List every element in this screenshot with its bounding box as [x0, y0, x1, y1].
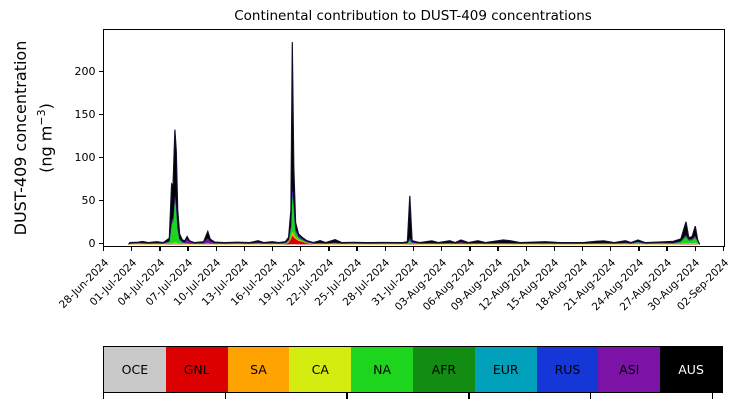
area-AFR [128, 189, 700, 245]
area-AUS [128, 42, 700, 245]
y-tick-label: 150 [74, 107, 96, 121]
x-tick-mark [271, 246, 274, 251]
x-tick-mark [131, 246, 133, 251]
x-tick-mark [638, 246, 640, 251]
chart-title: Continental contribution to DUST-409 con… [234, 8, 592, 24]
legend-axis-tick [711, 393, 714, 399]
legend-item-asi: ASI [598, 347, 661, 392]
x-tick-mark [553, 246, 556, 251]
legend-axis-tick [468, 393, 470, 399]
legend-axis-tick [346, 393, 348, 399]
total-line [128, 42, 701, 245]
x-tick-mark [525, 246, 527, 251]
y-tick-label: 200 [74, 64, 96, 78]
x-tick-mark [412, 246, 415, 251]
area-RUS [128, 187, 700, 245]
legend: OCE GNL SA CA NA AFR EUR RUS ASI AUS [103, 346, 723, 393]
x-tick-mark [666, 246, 668, 251]
legend-item-gnl: GNL [165, 347, 228, 392]
legend-item-rus: RUS [536, 347, 599, 392]
x-tick-mark [215, 246, 217, 251]
legend-item-eur: EUR [474, 347, 537, 392]
area-NA [128, 192, 701, 245]
x-tick-mark [441, 246, 443, 251]
x-tick-mark [356, 246, 358, 251]
area-ASI [128, 183, 700, 245]
x-tick-mark [610, 246, 612, 251]
x-tick-mark [722, 246, 725, 251]
x-tick-mark [497, 246, 499, 251]
x-tick-mark [384, 246, 386, 251]
y-axis-label: DUST-409 concentration (ng m−3) [10, 8, 56, 268]
legend-axis-tick [589, 393, 592, 399]
legend-item-ca: CA [289, 347, 352, 392]
y-tick-mark [99, 243, 103, 245]
legend-item-afr: AFR [412, 347, 475, 392]
x-tick-mark [581, 246, 584, 251]
y-axis-label-line1: DUST-409 concentration [10, 40, 30, 236]
x-tick-mark [102, 246, 105, 251]
area-EUR [128, 188, 700, 245]
legend-item-sa: SA [227, 347, 290, 392]
y-tick-mark [99, 71, 103, 73]
legend-item-oce: OCE [104, 347, 166, 392]
y-tick-label: 0 [88, 236, 96, 250]
y-tick-mark [99, 200, 103, 202]
x-tick-mark [300, 246, 302, 251]
legend-axis-tick [224, 393, 227, 399]
legend-item-na: NA [351, 347, 413, 392]
x-tick-mark [328, 246, 330, 251]
stacked-area-chart [128, 42, 701, 245]
x-tick-mark [187, 246, 189, 251]
x-tick-mark [469, 246, 471, 251]
y-tick-mark [99, 114, 103, 116]
legend-item-aus: AUS [660, 347, 722, 392]
y-tick-label: 100 [74, 150, 96, 164]
x-tick-mark [159, 246, 161, 251]
x-tick-mark [694, 246, 696, 251]
legend-axis-tick [102, 393, 105, 399]
y-axis-label-units: (ng m−3) [34, 103, 56, 173]
x-tick-mark [243, 246, 246, 251]
y-tick-mark [99, 157, 103, 159]
y-tick-label: 50 [81, 193, 96, 207]
plot-area [103, 29, 725, 247]
